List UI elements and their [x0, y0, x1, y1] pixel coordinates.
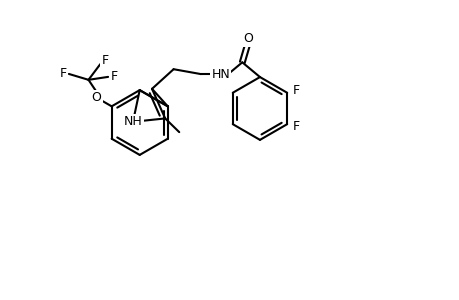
- Text: F: F: [292, 84, 299, 97]
- Text: F: F: [110, 70, 118, 83]
- Text: HN: HN: [211, 68, 230, 81]
- Text: F: F: [59, 68, 67, 80]
- Text: F: F: [292, 120, 299, 133]
- Text: O: O: [243, 32, 252, 45]
- Text: NH: NH: [123, 115, 142, 128]
- Text: F: F: [101, 54, 108, 67]
- Text: O: O: [91, 91, 101, 104]
